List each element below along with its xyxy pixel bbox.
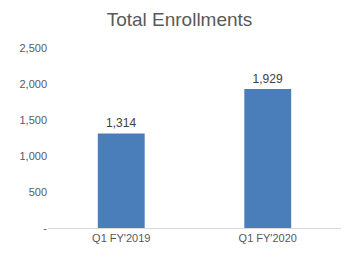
svg-text:-: - — [43, 222, 47, 234]
svg-text:1,314: 1,314 — [106, 116, 136, 130]
svg-text:2,500: 2,500 — [19, 42, 47, 54]
svg-text:Q1 FY'2020: Q1 FY'2020 — [239, 232, 297, 244]
svg-text:1,929: 1,929 — [253, 72, 283, 86]
svg-text:1,500: 1,500 — [19, 114, 47, 126]
svg-text:500: 500 — [29, 186, 47, 198]
svg-text:2,000: 2,000 — [19, 78, 47, 90]
svg-text:Total Enrollments: Total Enrollments — [107, 9, 253, 30]
svg-text:1,000: 1,000 — [19, 150, 47, 162]
svg-text:Q1 FY'2019: Q1 FY'2019 — [92, 232, 150, 244]
